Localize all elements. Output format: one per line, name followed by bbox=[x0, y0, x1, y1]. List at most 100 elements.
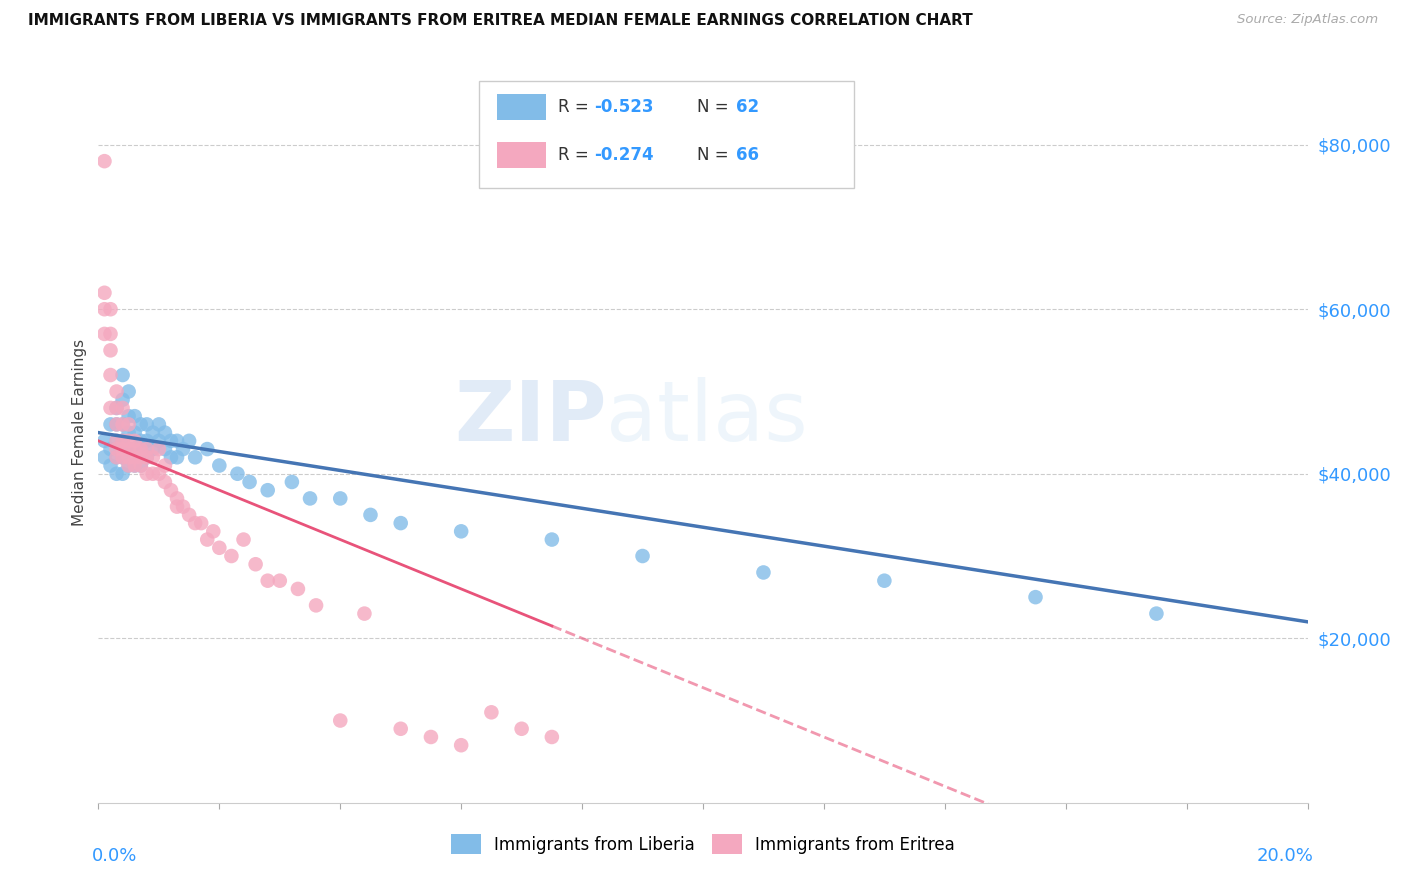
Point bbox=[129, 417, 152, 432]
Point bbox=[105, 467, 128, 481]
Point bbox=[153, 458, 176, 473]
Point bbox=[111, 467, 134, 481]
Point bbox=[195, 442, 218, 456]
Point bbox=[752, 566, 775, 580]
Point bbox=[142, 450, 165, 465]
Point bbox=[111, 417, 134, 432]
Point bbox=[160, 450, 183, 465]
Point bbox=[450, 738, 472, 752]
Point bbox=[256, 483, 278, 498]
Point bbox=[172, 442, 194, 456]
Point bbox=[305, 599, 328, 613]
Point bbox=[100, 458, 122, 473]
Text: -0.523: -0.523 bbox=[595, 98, 654, 116]
Point bbox=[153, 425, 176, 440]
Point bbox=[202, 524, 225, 539]
Point bbox=[269, 574, 291, 588]
Point bbox=[111, 392, 134, 407]
Point bbox=[135, 442, 157, 456]
Point bbox=[239, 475, 262, 489]
Point bbox=[135, 450, 157, 465]
Point bbox=[124, 442, 146, 456]
Point bbox=[353, 607, 375, 621]
Point bbox=[299, 491, 322, 506]
Point bbox=[100, 326, 122, 341]
Point bbox=[166, 500, 188, 514]
Point bbox=[105, 450, 128, 465]
Point bbox=[135, 467, 157, 481]
Point bbox=[118, 442, 141, 456]
Point bbox=[100, 442, 122, 456]
Point bbox=[148, 434, 170, 448]
Text: R =: R = bbox=[558, 146, 593, 164]
Point bbox=[124, 442, 146, 456]
Point bbox=[172, 500, 194, 514]
Point bbox=[93, 154, 115, 169]
Point bbox=[245, 558, 267, 572]
Text: 0.0%: 0.0% bbox=[93, 847, 138, 865]
Text: ZIP: ZIP bbox=[454, 377, 606, 458]
Point bbox=[287, 582, 309, 596]
Point bbox=[93, 434, 115, 448]
Point bbox=[93, 450, 115, 465]
Point bbox=[111, 368, 134, 382]
Point bbox=[450, 524, 472, 539]
Y-axis label: Median Female Earnings: Median Female Earnings bbox=[72, 339, 87, 526]
Point bbox=[481, 706, 503, 720]
Point bbox=[389, 516, 412, 530]
Point bbox=[124, 409, 146, 424]
Text: N =: N = bbox=[697, 98, 734, 116]
Text: R =: R = bbox=[558, 98, 593, 116]
Point bbox=[329, 491, 352, 506]
Point bbox=[124, 425, 146, 440]
Text: -0.274: -0.274 bbox=[595, 146, 654, 164]
Point bbox=[166, 434, 188, 448]
Point bbox=[208, 541, 231, 555]
Point bbox=[142, 425, 165, 440]
Point bbox=[540, 730, 562, 744]
Point bbox=[105, 401, 128, 415]
Point bbox=[389, 722, 412, 736]
Point bbox=[129, 458, 152, 473]
Point bbox=[124, 450, 146, 465]
Point bbox=[166, 450, 188, 465]
Point bbox=[111, 401, 134, 415]
Point bbox=[153, 475, 176, 489]
Point bbox=[124, 434, 146, 448]
Point bbox=[142, 467, 165, 481]
Point bbox=[360, 508, 382, 522]
Point bbox=[148, 417, 170, 432]
Point bbox=[118, 450, 141, 465]
Point bbox=[100, 417, 122, 432]
Point bbox=[256, 574, 278, 588]
Point bbox=[111, 450, 134, 465]
Point bbox=[329, 714, 352, 728]
Bar bbox=[498, 95, 546, 120]
Point bbox=[93, 285, 115, 300]
Point bbox=[100, 401, 122, 415]
Point bbox=[179, 434, 201, 448]
Point bbox=[111, 450, 134, 465]
Point bbox=[118, 384, 141, 399]
Text: 62: 62 bbox=[735, 98, 759, 116]
Point bbox=[105, 401, 128, 415]
Point bbox=[105, 417, 128, 432]
Point bbox=[118, 442, 141, 456]
Point bbox=[184, 516, 207, 530]
Bar bbox=[498, 143, 546, 169]
Point bbox=[160, 483, 183, 498]
Point bbox=[226, 467, 249, 481]
Point bbox=[184, 450, 207, 465]
Point bbox=[420, 730, 443, 744]
Point bbox=[135, 450, 157, 465]
Point bbox=[105, 417, 128, 432]
Point bbox=[190, 516, 212, 530]
Point bbox=[281, 475, 304, 489]
Point bbox=[232, 533, 254, 547]
Point bbox=[148, 467, 170, 481]
Point bbox=[111, 434, 134, 448]
Point bbox=[540, 533, 562, 547]
Point bbox=[631, 549, 654, 563]
Point bbox=[111, 434, 134, 448]
Point bbox=[1144, 607, 1167, 621]
